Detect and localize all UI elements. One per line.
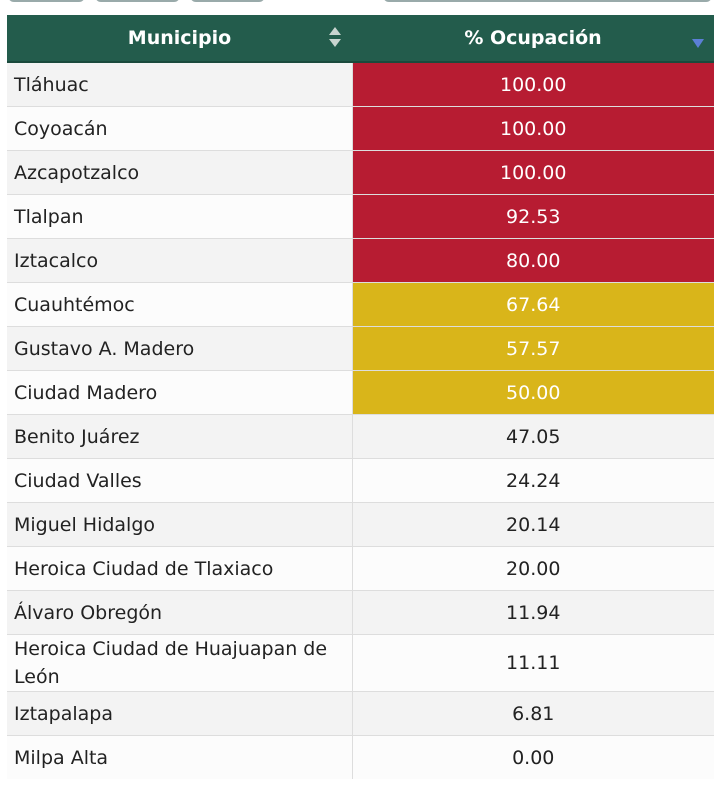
municipio-cell: Azcapotzalco: [7, 150, 352, 195]
municipio-cell: Tláhuac: [7, 61, 352, 107]
municipio-cell: Tlalpan: [7, 194, 352, 239]
table-row: Tláhuac 100.00: [7, 61, 714, 107]
ocupacion-cell: 47.05: [351, 414, 714, 459]
header-text: Municipio: [127, 27, 232, 49]
table-row: Iztapalapa 6.81: [7, 691, 714, 736]
table-row: Benito Juárez 47.05: [7, 414, 714, 459]
municipio-cell: Benito Juárez: [7, 414, 352, 459]
municipio-cell: Álvaro Obregón: [7, 590, 352, 635]
ocupacion-cell: 92.53: [351, 194, 714, 239]
municipio-cell: Ciudad Valles: [7, 458, 352, 503]
table-row: Coyoacán 100.00: [7, 106, 714, 151]
button[interactable]: [190, 0, 265, 2]
sort-desc-icon: [692, 39, 704, 48]
table-row: Azcapotzalco 100.00: [7, 150, 714, 195]
table-row: Ciudad Valles 24.24: [7, 458, 714, 503]
button[interactable]: [95, 0, 180, 2]
ocupacion-cell: 100.00: [351, 106, 714, 151]
table-row: Cuauhtémoc 67.64: [7, 282, 714, 327]
municipio-cell: Coyoacán: [7, 106, 352, 151]
button[interactable]: [8, 0, 85, 2]
ocupacion-cell: 11.11: [351, 634, 714, 692]
header-text: % Ocupación: [464, 27, 602, 49]
column-header[interactable]: % Ocupación: [352, 15, 714, 63]
municipio-cell: Cuauhtémoc: [7, 282, 352, 327]
table-row: Milpa Alta 0.00: [7, 735, 714, 779]
ocupacion-cell: 11.94: [351, 590, 714, 635]
sort-icon: [329, 27, 341, 47]
table-row: Gustavo A. Madero 57.57: [7, 326, 714, 371]
table-row: Tlalpan 92.53: [7, 194, 714, 239]
municipio-cell: Iztacalco: [7, 238, 352, 283]
municipio-cell: Heroica Ciudad de Huajuapan de León: [7, 634, 352, 692]
column-header[interactable]: Municipio: [7, 15, 352, 63]
header-row: Municipio % Ocupación: [7, 15, 714, 63]
ocupacion-cell: 6.81: [351, 691, 714, 736]
municipio-cell: Iztapalapa: [7, 691, 352, 736]
ocupacion-cell: 24.24: [351, 458, 714, 503]
ocupacion-cell: 20.14: [351, 502, 714, 547]
table-row: Álvaro Obregón 11.94: [7, 590, 714, 635]
municipio-cell: Ciudad Madero: [7, 370, 352, 415]
municipio-cell: Miguel Hidalgo: [7, 502, 352, 547]
table-row: Iztacalco 80.00: [7, 238, 714, 283]
table-row: Ciudad Madero 50.00: [7, 370, 714, 415]
ocupacion-cell: 100.00: [351, 150, 714, 195]
ocupacion-cell: 50.00: [351, 370, 714, 415]
ocupacion-cell: 0.00: [351, 735, 714, 779]
municipio-cell: Gustavo A. Madero: [7, 326, 352, 371]
ocupacion-cell: 100.00: [351, 61, 714, 107]
ocupacion-cell: 80.00: [351, 238, 714, 283]
ocupacion-cell: 67.64: [351, 282, 714, 327]
table-row: Heroica Ciudad de Tlaxiaco 20.00: [7, 546, 714, 591]
table-row: Miguel Hidalgo 20.14: [7, 502, 714, 547]
table: Municipio % Ocupación Tláhuac 100.00 Coyoa…: [7, 15, 714, 779]
table-row: Heroica Ciudad de Huajuapan de León 11.11: [7, 634, 714, 692]
municipio-cell: Heroica Ciudad de Tlaxiaco: [7, 546, 352, 591]
search-box[interactable]: [383, 0, 712, 2]
municipio-cell: Milpa Alta: [7, 735, 352, 779]
ocupacion-cell: 20.00: [351, 546, 714, 591]
ocupacion-cell: 57.57: [351, 326, 714, 371]
